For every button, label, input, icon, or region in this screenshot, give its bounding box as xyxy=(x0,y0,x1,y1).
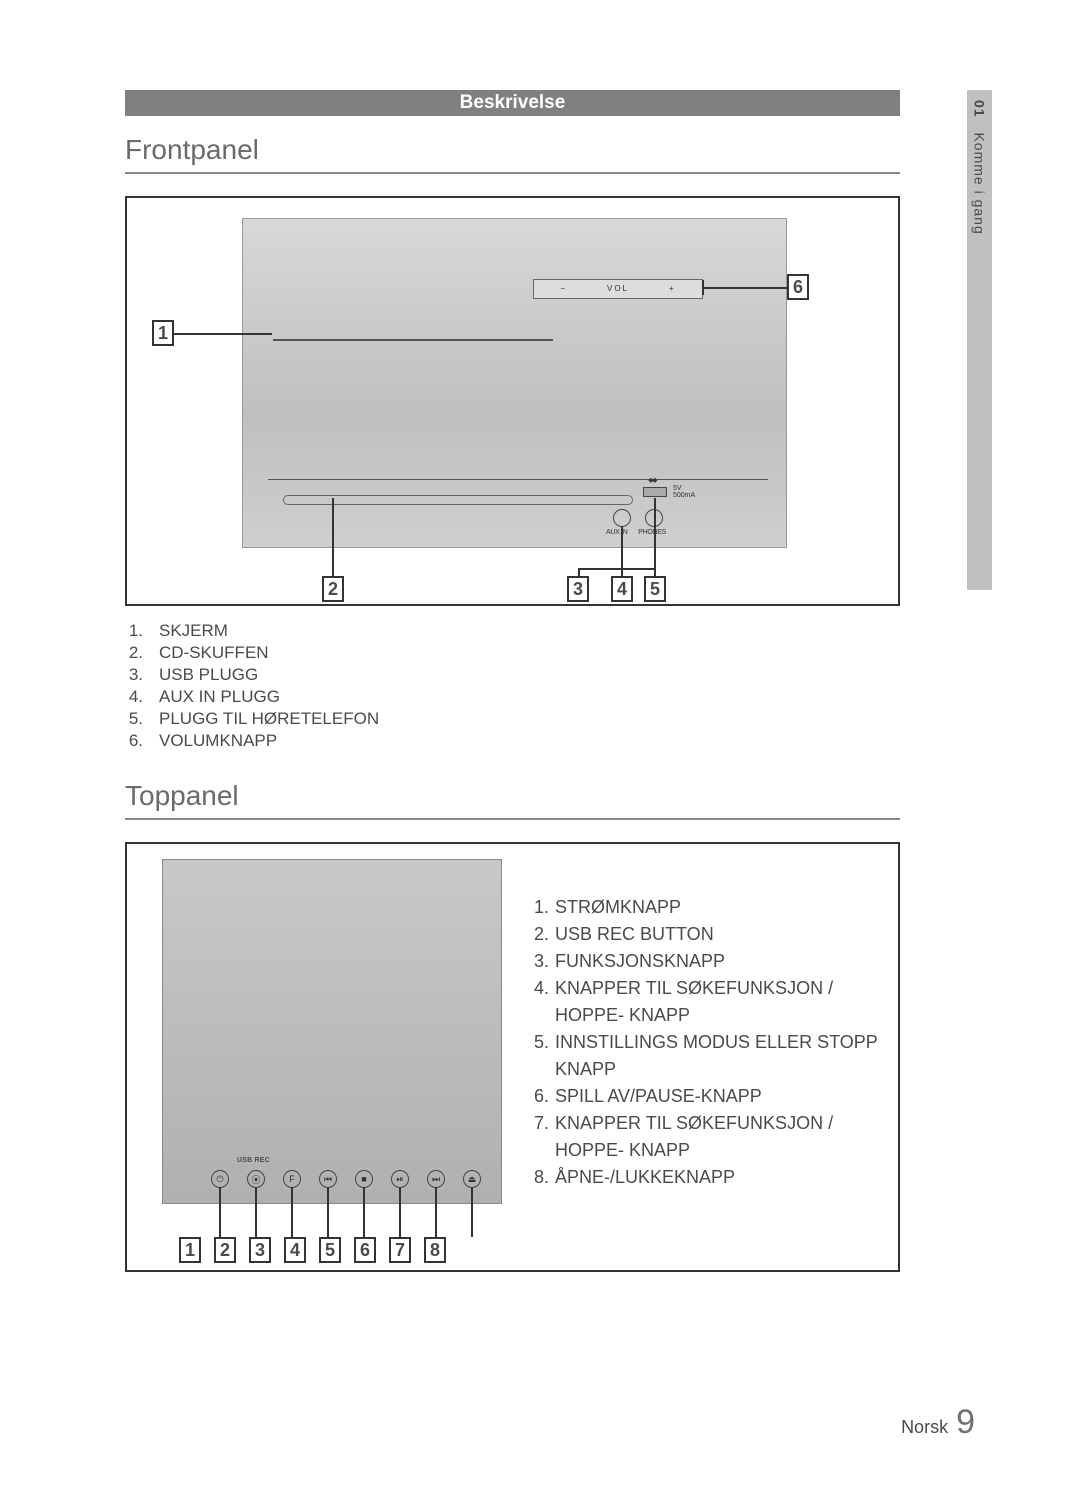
function-button-icon: F xyxy=(283,1170,301,1188)
footer: Norsk 9 xyxy=(901,1403,975,1442)
callout-5: 5 xyxy=(644,576,666,602)
usb-icon xyxy=(648,473,658,487)
usb-rec-button-icon: ⦿ xyxy=(247,1170,265,1188)
device-front: −VOL+ 5V500mA AUX IN PHONES xyxy=(242,218,787,548)
usb-port xyxy=(643,487,667,497)
footer-lang: Norsk xyxy=(901,1417,948,1438)
top-callout-5: 5 xyxy=(319,1237,341,1263)
power-button-icon: ⏻ xyxy=(211,1170,229,1188)
device-top: USB REC ⏻ ⦿ F ⏮ ■ ⏯ ⏭ ⏏ xyxy=(162,859,502,1204)
top-items-list: 1.STRØMKNAPP 2.USB REC BUTTON 3.FUNKSJON… xyxy=(527,894,887,1191)
front-diagram: −VOL+ 5V500mA AUX IN PHONES 1 6 xyxy=(125,196,900,606)
top-callout-8: 8 xyxy=(424,1237,446,1263)
page-number: 9 xyxy=(956,1403,975,1442)
top-callout-7: 7 xyxy=(389,1237,411,1263)
front-items-list: 1.SKJERM 2.CD-SKUFFEN 3.USB PLUGG 4.AUX … xyxy=(125,620,900,752)
side-tab-label: Komme i gang xyxy=(972,132,988,234)
aux-in-jack xyxy=(613,509,631,527)
stop-button-icon: ■ xyxy=(355,1170,373,1188)
callout-4: 4 xyxy=(611,576,633,602)
section-header: Beskrivelse xyxy=(125,90,900,116)
top-title: Toppanel xyxy=(125,780,900,812)
front-title: Frontpanel xyxy=(125,134,900,166)
cd-slot xyxy=(283,495,633,505)
usb-spec: 5V500mA xyxy=(673,485,695,499)
callout-1: 1 xyxy=(152,320,174,346)
callout-6: 6 xyxy=(787,274,809,300)
aux-in-label: AUX IN xyxy=(606,529,628,536)
callout-2: 2 xyxy=(322,576,344,602)
next-button-icon: ⏭ xyxy=(427,1170,445,1188)
play-pause-button-icon: ⏯ xyxy=(391,1170,409,1188)
top-callout-2: 2 xyxy=(214,1237,236,1263)
callout-3: 3 xyxy=(567,576,589,602)
top-callout-1: 1 xyxy=(179,1237,201,1263)
top-callout-4: 4 xyxy=(284,1237,306,1263)
top-callout-6: 6 xyxy=(354,1237,376,1263)
prev-button-icon: ⏮ xyxy=(319,1170,337,1188)
side-tab-num: 01 xyxy=(972,100,988,118)
top-buttons-row: ⏻ ⦿ F ⏮ ■ ⏯ ⏭ ⏏ xyxy=(211,1170,481,1188)
top-callout-3: 3 xyxy=(249,1237,271,1263)
eject-button-icon: ⏏ xyxy=(463,1170,481,1188)
volume-bar: −VOL+ xyxy=(533,279,703,299)
usb-rec-label: USB REC xyxy=(237,1157,270,1164)
side-tab: 01 Komme i gang xyxy=(967,90,992,590)
top-diagram: USB REC ⏻ ⦿ F ⏮ ■ ⏯ ⏭ ⏏ 1 2 3 4 5 xyxy=(125,842,900,1272)
phones-label: PHONES xyxy=(638,529,666,536)
